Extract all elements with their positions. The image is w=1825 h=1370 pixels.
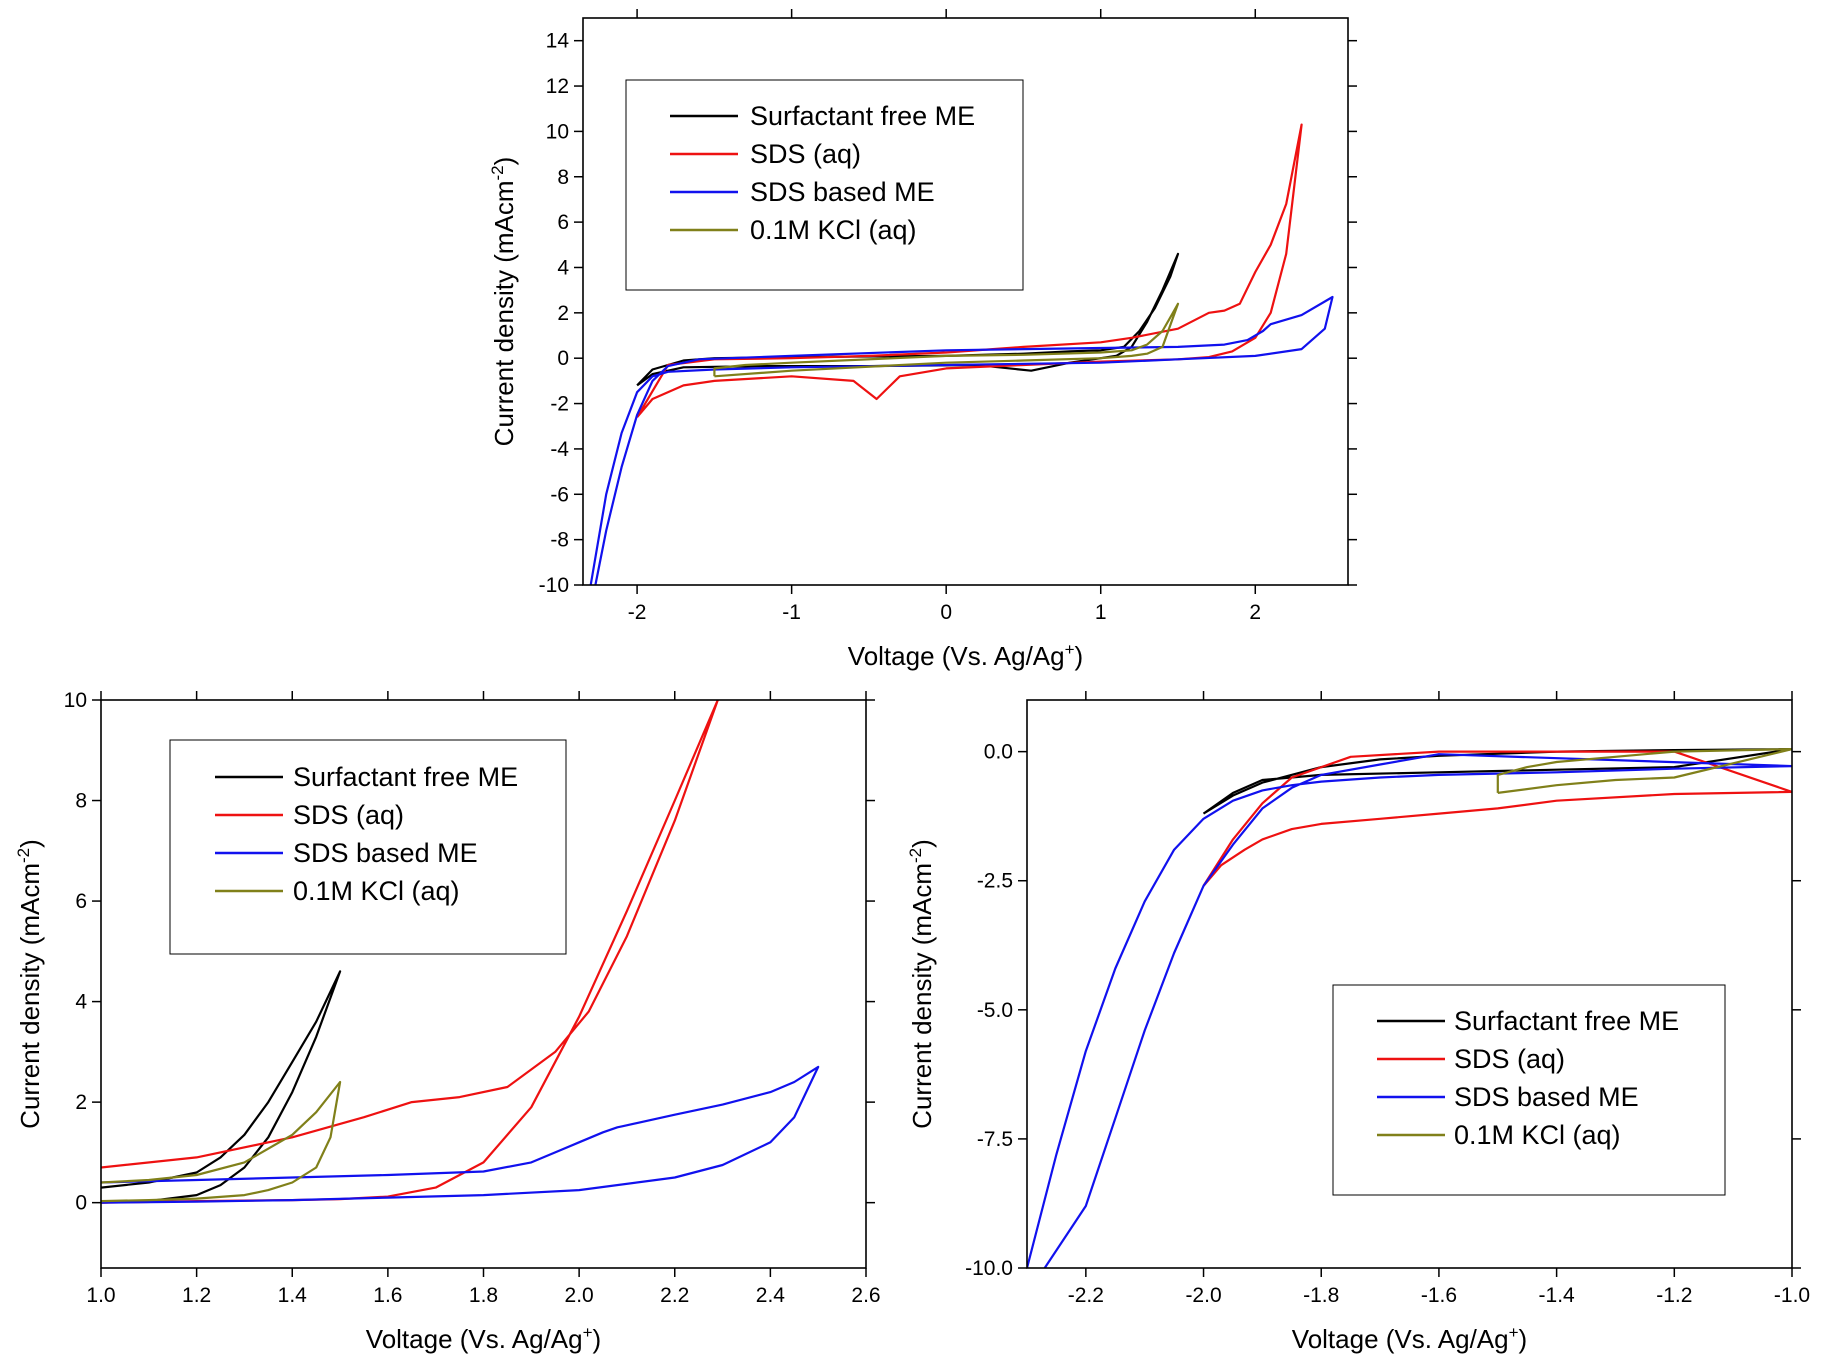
x-tick-label: 1.8 xyxy=(469,1284,498,1307)
y-tick-label: 4 xyxy=(557,256,569,279)
y-axis-label: Current density (mAcm-2) xyxy=(14,839,45,1129)
x-tick-label: -2.2 xyxy=(1068,1284,1104,1307)
legend: Surfactant free ME SDS (aq) SDS based ME 0.… xyxy=(169,739,567,955)
x-tick-label: -1.8 xyxy=(1303,1284,1339,1307)
y-axis-label: Current density (mAcm-2) xyxy=(488,157,519,447)
y-tick-label: 0 xyxy=(557,347,569,370)
legend-label: SDS (aq) xyxy=(750,139,861,169)
legend-label: Surfactant free ME xyxy=(1454,1006,1679,1036)
x-tick-label: 1.6 xyxy=(373,1284,402,1307)
x-tick-label: 2.4 xyxy=(756,1284,786,1307)
series-line-kcl-aq xyxy=(1496,748,1792,794)
x-tick-label: 2.6 xyxy=(851,1284,880,1307)
legend: Surfactant free ME SDS (aq) SDS based ME 0.… xyxy=(1332,984,1726,1196)
x-tick-label: 1 xyxy=(1095,601,1107,624)
legend: Surfactant free ME SDS (aq) SDS based ME 0.… xyxy=(625,79,1024,291)
legend-label: SDS (aq) xyxy=(1454,1044,1565,1074)
plot-frame xyxy=(1026,699,1793,1269)
y-tick-label: -10.0 xyxy=(965,1257,1013,1280)
plot-frame xyxy=(582,17,1349,586)
x-tick-label: 1.2 xyxy=(182,1284,211,1307)
x-tick-label: 1.0 xyxy=(86,1284,115,1307)
y-tick-label: -2 xyxy=(550,393,569,416)
y-tick-label: 8 xyxy=(557,166,569,189)
legend-label: SDS based ME xyxy=(293,838,478,868)
x-tick-label: -1 xyxy=(782,601,801,624)
x-tick-label: -1.2 xyxy=(1656,1284,1692,1307)
x-tick-label: 2 xyxy=(1249,601,1261,624)
x-tick-label: 1.4 xyxy=(278,1284,308,1307)
x-tick-label: 2.2 xyxy=(660,1284,689,1307)
legend-label: SDS based ME xyxy=(750,177,935,207)
series-line-sds-aq xyxy=(1202,750,1792,887)
x-tick-label: -2.0 xyxy=(1185,1284,1221,1307)
series-line-surfactant-free-me xyxy=(101,970,342,1204)
series-line-kcl-aq xyxy=(713,302,1180,378)
y-tick-label: 10 xyxy=(546,120,569,143)
x-tick-label: 0 xyxy=(940,601,952,624)
legend-label: SDS based ME xyxy=(1454,1082,1639,1112)
chart-bottom-left: 1.0 1.2 1.4 1.6 1.8 2.0 2.2 2.4 2.6 0 2 4 6 8 10 Voltag… xyxy=(14,689,881,1354)
x-tick-label: -2 xyxy=(628,601,647,624)
series-line-sds-based-me xyxy=(1027,753,1792,1268)
y-tick-label: 0 xyxy=(75,1192,87,1215)
x-tick-label: -1.4 xyxy=(1539,1284,1576,1307)
chart-bottom-right: -2.2 -2.0 -1.8 -1.6 -1.4 -1.2 -1.0 -10.0 -7.5 -5.… xyxy=(906,691,1810,1354)
y-tick-label: 0.0 xyxy=(984,741,1013,764)
y-tick-label: -5.0 xyxy=(977,999,1013,1022)
legend-label: 0.1M KCl (aq) xyxy=(1454,1120,1621,1150)
y-tick-label: 2 xyxy=(557,302,569,325)
x-tick-label: 2.0 xyxy=(565,1284,594,1307)
series-line-sds-based-me xyxy=(101,1065,820,1204)
y-tick-label: -6 xyxy=(550,483,569,506)
series-line-kcl-aq xyxy=(101,1080,342,1203)
x-axis-label: Voltage (Vs. Ag/Ag+) xyxy=(1292,1323,1527,1354)
y-tick-label: 2 xyxy=(75,1091,87,1114)
y-tick-label: 6 xyxy=(75,890,87,913)
x-axis-label: Voltage (Vs. Ag/Ag+) xyxy=(848,640,1083,671)
y-tick-label: -7.5 xyxy=(977,1128,1013,1151)
legend-label: SDS (aq) xyxy=(293,800,404,830)
y-tick-label: -4 xyxy=(550,438,569,461)
y-tick-label: 12 xyxy=(546,75,569,98)
x-tick-label: -1.0 xyxy=(1774,1284,1810,1307)
y-tick-label: 14 xyxy=(546,30,570,53)
y-tick-label: -2.5 xyxy=(977,870,1013,893)
y-tick-label: -10 xyxy=(539,574,569,597)
y-tick-label: -8 xyxy=(550,529,569,552)
legend-label: Surfactant free ME xyxy=(750,101,975,131)
x-axis-label: Voltage (Vs. Ag/Ag+) xyxy=(366,1323,601,1354)
y-tick-label: 10 xyxy=(64,689,87,712)
legend-label: Surfactant free ME xyxy=(293,762,518,792)
series-line-sds-based-me xyxy=(589,295,1334,585)
y-tick-label: 8 xyxy=(75,790,87,813)
legend-label: 0.1M KCl (aq) xyxy=(293,876,460,906)
x-tick-label: -1.6 xyxy=(1421,1284,1457,1307)
y-tick-label: 6 xyxy=(557,211,569,234)
legend-label: 0.1M KCl (aq) xyxy=(750,215,917,245)
y-axis-label: Current density (mAcm-2) xyxy=(906,839,937,1129)
legend-box xyxy=(169,739,567,955)
y-tick-label: 4 xyxy=(75,991,87,1014)
